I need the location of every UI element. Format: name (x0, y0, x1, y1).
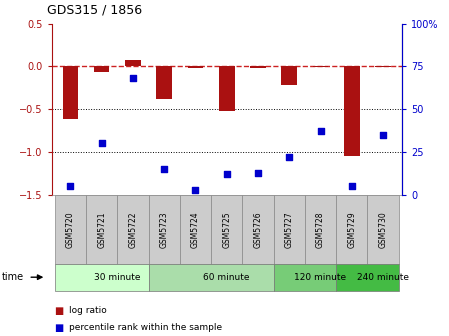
FancyBboxPatch shape (336, 264, 399, 291)
Text: ■: ■ (54, 306, 63, 316)
Bar (156, 67, 172, 99)
FancyBboxPatch shape (117, 195, 149, 264)
Text: log ratio: log ratio (69, 306, 106, 315)
Text: percentile rank within the sample: percentile rank within the sample (69, 323, 222, 332)
Bar (282, 67, 297, 85)
Text: GSM5724: GSM5724 (191, 211, 200, 248)
Bar (344, 67, 360, 156)
FancyBboxPatch shape (55, 264, 149, 291)
Point (255, 170, 262, 175)
FancyBboxPatch shape (273, 264, 336, 291)
FancyBboxPatch shape (242, 195, 273, 264)
Text: 120 minute: 120 minute (295, 273, 347, 282)
Text: 30 minute: 30 minute (94, 273, 141, 282)
Point (161, 167, 168, 172)
Text: time: time (2, 272, 24, 282)
Bar (94, 67, 110, 72)
Text: 60 minute: 60 minute (203, 273, 250, 282)
Point (286, 155, 293, 160)
Bar (250, 67, 266, 68)
FancyBboxPatch shape (336, 195, 367, 264)
Text: GSM5727: GSM5727 (285, 211, 294, 248)
FancyBboxPatch shape (211, 195, 242, 264)
Text: ■: ■ (54, 323, 63, 333)
Text: GSM5730: GSM5730 (379, 211, 387, 248)
FancyBboxPatch shape (305, 195, 336, 264)
Text: GSM5726: GSM5726 (254, 211, 263, 248)
Point (129, 76, 136, 81)
Bar (188, 67, 203, 68)
Point (379, 132, 387, 138)
Text: 240 minute: 240 minute (357, 273, 409, 282)
Point (317, 129, 324, 134)
FancyBboxPatch shape (180, 195, 211, 264)
Bar (62, 67, 78, 120)
Text: GSM5720: GSM5720 (66, 211, 75, 248)
Point (348, 183, 356, 189)
Text: GSM5723: GSM5723 (160, 211, 169, 248)
FancyBboxPatch shape (367, 195, 399, 264)
Text: GSM5729: GSM5729 (348, 211, 357, 248)
Point (98, 141, 105, 146)
Bar (125, 59, 141, 67)
Bar (219, 67, 234, 111)
Point (223, 172, 230, 177)
FancyBboxPatch shape (149, 264, 273, 291)
Point (67, 183, 74, 189)
Text: GDS315 / 1856: GDS315 / 1856 (47, 4, 142, 17)
Text: GSM5728: GSM5728 (316, 211, 325, 248)
FancyBboxPatch shape (55, 195, 86, 264)
Text: GSM5722: GSM5722 (128, 211, 137, 248)
FancyBboxPatch shape (86, 195, 117, 264)
Text: GSM5725: GSM5725 (222, 211, 231, 248)
Point (192, 187, 199, 193)
FancyBboxPatch shape (273, 195, 305, 264)
FancyBboxPatch shape (149, 195, 180, 264)
Text: GSM5721: GSM5721 (97, 211, 106, 248)
